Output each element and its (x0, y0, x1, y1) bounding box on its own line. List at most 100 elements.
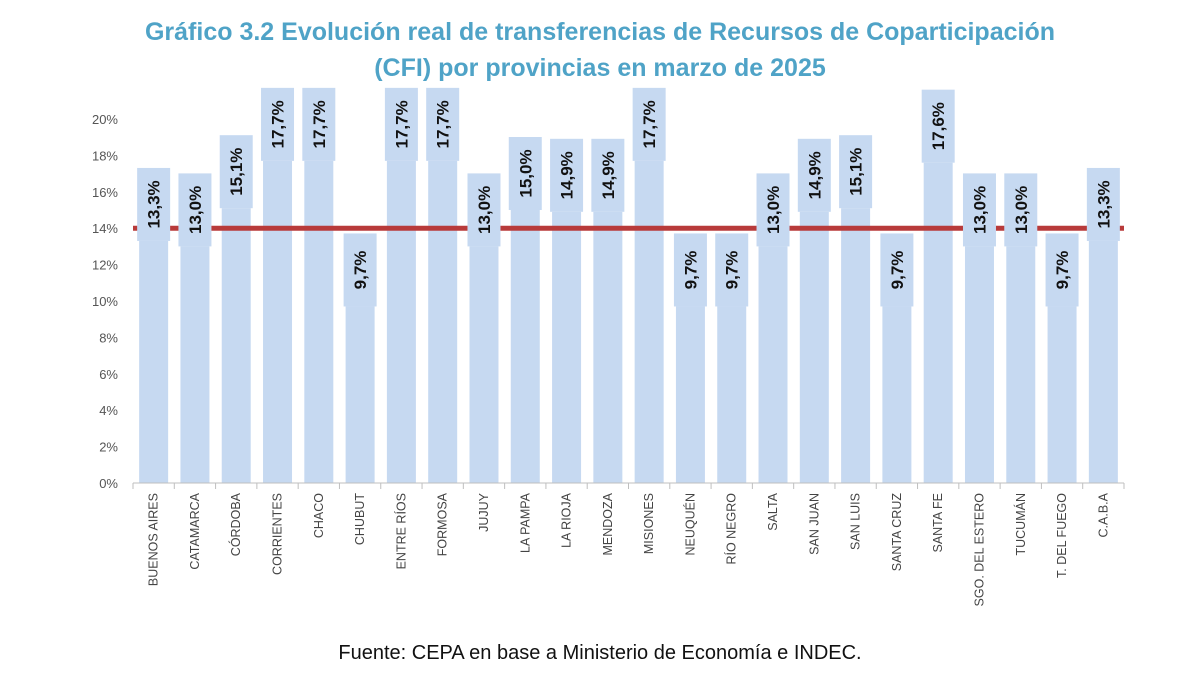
x-category-label: SALTA (766, 492, 780, 530)
chart-title: Gráfico 3.2 Evolución real de transferen… (0, 14, 1200, 86)
value-label: 14,9% (805, 151, 824, 199)
bar (717, 306, 747, 483)
value-label: 17,7% (392, 100, 411, 148)
value-label: 17,7% (310, 100, 329, 148)
bar (469, 246, 499, 483)
bar (841, 208, 871, 483)
x-category-label: NEUQUÉN (682, 493, 697, 556)
value-label-box (426, 87, 460, 161)
value-label-box (673, 233, 707, 307)
value-label: 15,0% (516, 149, 535, 197)
value-label: 9,7% (681, 251, 700, 290)
bar (799, 211, 829, 483)
value-label-box (880, 233, 914, 307)
x-category-label: LA PAMPA (518, 492, 532, 553)
value-label-box (921, 89, 955, 163)
bar (221, 208, 251, 483)
bar (758, 246, 788, 483)
bar (386, 160, 416, 484)
bar (1047, 306, 1077, 483)
value-label: 13,0% (764, 186, 783, 234)
value-label: 13,0% (186, 186, 205, 234)
x-category-label: RÍO NEGRO (724, 493, 739, 565)
bar (1006, 246, 1036, 483)
bar (882, 306, 912, 483)
value-label-box (1004, 173, 1038, 247)
value-label-box (302, 87, 336, 161)
y-tick-label: 2% (99, 440, 118, 455)
value-label: 9,7% (351, 251, 370, 290)
y-tick-label: 14% (92, 221, 118, 236)
bar (263, 160, 293, 484)
bar (428, 160, 458, 484)
x-category-label: MISIONES (642, 493, 656, 554)
bar (139, 240, 169, 483)
bar (510, 210, 540, 483)
value-label: 9,7% (1053, 251, 1072, 290)
bar (675, 306, 705, 483)
value-label: 15,1% (847, 148, 866, 196)
bar (1088, 240, 1118, 483)
value-label: 15,1% (227, 148, 246, 196)
x-category-label: T. DEL FUEGO (1055, 493, 1069, 578)
x-category-label: ENTRE RÍOS (393, 493, 408, 569)
x-category-label: SANTA CRUZ (890, 493, 904, 572)
y-tick-label: 4% (99, 403, 118, 418)
bar (304, 160, 334, 484)
value-label: 13,0% (970, 186, 989, 234)
x-category-label: TUCUMÁN (1013, 493, 1028, 556)
value-label-box (550, 138, 584, 212)
value-label-box (137, 167, 171, 241)
x-category-label: C.A.B.A (1096, 492, 1110, 537)
x-category-label: SANTA FE (931, 493, 945, 553)
value-label-box (384, 87, 418, 161)
value-label: 14,9% (558, 151, 577, 199)
x-category-label: CÓRDOBA (228, 492, 243, 556)
bars (139, 160, 1118, 484)
x-category-label: JUJUY (477, 492, 491, 532)
bar (634, 160, 664, 484)
y-tick-label: 0% (99, 476, 118, 491)
value-label: 13,3% (145, 180, 164, 228)
value-label: 13,0% (1012, 186, 1031, 234)
chart-title-line-1: Gráfico 3.2 Evolución real de transferen… (144, 18, 1056, 46)
x-category-label: CORRIENTES (271, 493, 285, 575)
value-label: 9,7% (723, 251, 742, 290)
value-label: 17,6% (929, 102, 948, 150)
value-label-box (632, 87, 666, 161)
x-category-label: CHACO (312, 493, 326, 538)
value-label-box (508, 137, 542, 210)
value-label-box (839, 135, 873, 209)
chart-title-line-2: (CFI) por provincias en marzo de 2025 (374, 54, 826, 82)
bar (345, 306, 375, 483)
value-label-box (797, 138, 831, 212)
value-label-box (1086, 167, 1120, 241)
value-label: 17,7% (640, 100, 659, 148)
y-tick-label: 10% (92, 294, 118, 309)
y-axis: 0% 2% 4% 6% 8% 10% 12% 14% 16% 18% 20% (92, 112, 118, 491)
value-label-box (343, 233, 377, 307)
bar (593, 211, 623, 483)
x-category-label: LA RIOJA (560, 492, 574, 548)
value-label-box (178, 173, 212, 247)
x-category-label: SGO. DEL ESTERO (972, 493, 986, 607)
value-label-box (715, 233, 749, 307)
bar-chart: 0%2%4%6%8%10%12%14%16%18%20% 13,3% 13,0%1… (92, 87, 1125, 607)
value-label-box (1045, 233, 1079, 307)
value-label-box (756, 173, 790, 247)
value-label: 17,7% (269, 100, 288, 148)
x-category-label: BUENOS AIRES (147, 493, 161, 586)
y-tick-label: 20% (92, 112, 118, 127)
source-note: Fuente: CEPA en base a Ministerio de Eco… (338, 642, 862, 664)
value-label: 13,3% (1094, 180, 1113, 228)
value-label-box (219, 135, 253, 209)
x-axis: BUENOS AIRES CATAMARCA CÓRDOBA CORRIENTES CH… (132, 482, 1125, 607)
x-category-label: SAN LUIS (849, 493, 863, 550)
y-tick-label: 8% (99, 330, 118, 345)
x-category-label: FORMOSA (436, 492, 450, 556)
bar (964, 246, 994, 483)
value-labels: 13,3% 13,0% 15,1% 17,7% 17,7% 9,7% 17,7% 17,7% 1… (137, 87, 1120, 307)
value-label-box (261, 87, 295, 161)
value-label-box (962, 173, 996, 247)
value-label-box (591, 138, 625, 212)
